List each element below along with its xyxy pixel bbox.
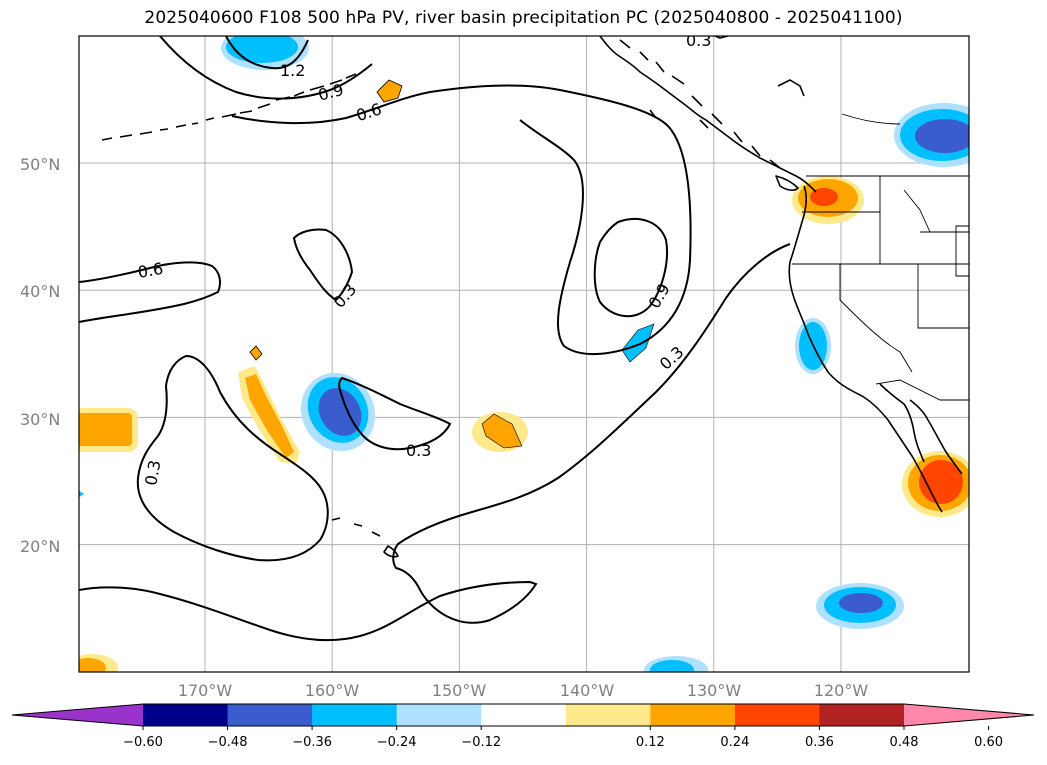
precip-patch-bottom-edge — [79, 490, 708, 672]
colorbar-segment — [143, 704, 229, 726]
lon-label: 120°W — [814, 681, 869, 700]
precip-patch-canada-negative — [894, 103, 969, 167]
colorbar-tick-label: 0.60 — [974, 735, 1003, 750]
contour-label: 0.3 — [406, 441, 431, 460]
colorbar-tick-label: −0.60 — [123, 735, 163, 750]
colorbar-extend-low — [12, 704, 143, 726]
map-frame — [78, 35, 970, 673]
contour-label: 0.3 — [686, 31, 711, 50]
colorbar-segment — [312, 704, 398, 726]
colorbar-segment — [650, 704, 736, 726]
colorbar-tick-label: 0.24 — [720, 735, 749, 750]
contour-label: 1.2 — [280, 61, 305, 80]
coastlines — [101, 36, 963, 558]
colorbar-segment — [481, 704, 567, 726]
lon-label: 150°W — [432, 681, 487, 700]
colorbar: −0.60 −0.48 −0.36 −0.24 −0.12 0.12 0.24 0.36 0.4… — [11, 703, 1035, 750]
precip-patch-alaska-positive — [376, 79, 403, 103]
map-background — [79, 36, 969, 672]
colorbar-segment — [396, 704, 482, 726]
colorbar-segment — [227, 704, 313, 726]
state-borders — [792, 113, 969, 401]
lat-label: 30°N — [20, 410, 60, 429]
colorbar-segment — [734, 704, 820, 726]
precip-patch-south-negative — [816, 583, 904, 629]
contour-label: 0.6 — [136, 259, 164, 282]
lat-label: 20°N — [20, 537, 60, 556]
precip-patch-small-negative — [621, 323, 655, 363]
colorbar-segment — [819, 704, 905, 726]
lon-label: 140°W — [560, 681, 615, 700]
contour-label: 0.3 — [141, 459, 164, 487]
precip-patch-central-negative — [300, 372, 376, 452]
precip-patch-mexico-positive — [902, 451, 969, 517]
lat-label: 50°N — [20, 155, 60, 174]
lon-label: 170°W — [178, 681, 233, 700]
precip-patch-mid-positive — [472, 412, 528, 452]
colorbar-tick-label: −0.48 — [208, 735, 248, 750]
latitude-labels: 50°N 40°N 30°N 20°N — [20, 155, 60, 556]
colorbar-tick-label: 0.48 — [890, 735, 919, 750]
contour-labels: 1.2 0.9 0.6 0.6 0.3 0.9 0.3 0.3 0.3 0.3 — [136, 31, 711, 487]
longitude-labels: 170°W 160°W 150°W 140°W 130°W 120°W — [178, 681, 869, 700]
precip-patch-west-positive — [79, 408, 138, 452]
colorbar-tick-label: −0.12 — [461, 735, 501, 750]
colorbar-segment — [565, 704, 651, 726]
pv-contours — [79, 36, 791, 642]
precip-patch-alaska-negative — [221, 36, 309, 70]
colorbar-tick-label: 0.36 — [805, 735, 834, 750]
map-title: 2025040600 F108 500 hPa PV, river basin … — [144, 8, 903, 28]
lat-label: 40°N — [20, 282, 60, 301]
colorbar-tick-label: −0.36 — [292, 735, 332, 750]
colorbar-extend-high — [904, 704, 1034, 726]
colorbar-tick-label: −0.24 — [377, 735, 417, 750]
precip-patch-band-positive — [238, 345, 300, 464]
colorbar-tick-label: 0.12 — [636, 735, 665, 750]
lon-label: 130°W — [687, 681, 742, 700]
lon-label: 160°W — [305, 681, 360, 700]
